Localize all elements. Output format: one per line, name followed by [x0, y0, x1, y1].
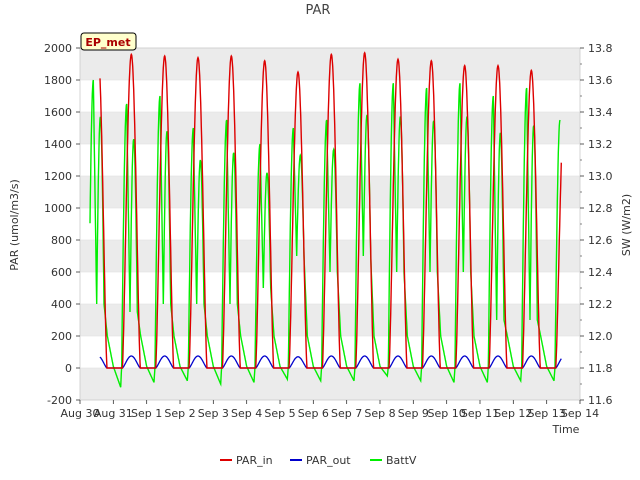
x-tick-label: Aug 30	[61, 407, 100, 420]
legend-label: BattV	[386, 454, 417, 467]
y-tick-label: 1200	[44, 170, 72, 183]
plot-background	[80, 48, 580, 400]
x-tick-label: Sep 9	[398, 407, 429, 420]
legend-item: PAR_out	[290, 454, 351, 467]
y2-tick-label: 12.2	[588, 298, 613, 311]
badge-box	[80, 32, 137, 51]
grid-band	[80, 112, 580, 144]
y-tick-label: -200	[47, 394, 72, 407]
y-tick-label: 800	[51, 234, 72, 247]
x-tick-label: Sep 7	[331, 407, 362, 420]
y-tick-label: 600	[51, 266, 72, 279]
y2-tick-label: 12.4	[588, 266, 613, 279]
y2-tick-label: 13.8	[588, 42, 613, 55]
badge: EP_met	[80, 32, 137, 51]
badge-label: EP_met	[85, 36, 130, 49]
legend-label: PAR_out	[306, 454, 351, 467]
y2-tick-label: 12.6	[588, 234, 613, 247]
y2-tick-label: 13.2	[588, 138, 613, 151]
y2-tick-label: 13.4	[588, 106, 613, 119]
y-tick-label: 1800	[44, 74, 72, 87]
x-tick-label: Sep 12	[494, 407, 532, 420]
series-clip-group	[89, 51, 562, 388]
series-layer	[89, 51, 562, 388]
legend: PAR_in PAR_out BattV	[220, 454, 417, 467]
y2-tick-label: 13.0	[588, 170, 613, 183]
x-tick-label: Sep 14	[561, 407, 599, 420]
x-tick-label: Sep 5	[264, 407, 295, 420]
legend-item: PAR_in	[220, 454, 273, 467]
y2-tick-label: 11.8	[588, 362, 613, 375]
x-tick-label: Sep 3	[198, 407, 229, 420]
y2-axis-title: SW (W/m2)	[620, 194, 633, 256]
y-tick-label: 1000	[44, 202, 72, 215]
grid-band	[80, 176, 580, 208]
series-par-in	[99, 51, 562, 369]
y2-tick-label: 11.6	[588, 394, 613, 407]
grid-bands	[80, 47, 580, 401]
x-tick-label: Sep 4	[231, 407, 262, 420]
x-tick-label: Sep 2	[164, 407, 195, 420]
x-axis-title: Time	[552, 423, 580, 436]
x-tick-label: Sep 13	[528, 407, 566, 420]
left-axis: -200 0 200 400 600 800 1000 1200 1400 1600 1800 200…	[44, 42, 80, 407]
x-tick-label: Sep 1	[131, 407, 162, 420]
y-tick-label: 2000	[44, 42, 72, 55]
y2-tick-label: 12.0	[588, 330, 613, 343]
y2-tick-label: 13.6	[588, 74, 613, 87]
y-tick-label: 0	[65, 362, 72, 375]
right-axis: 11.6 11.8 12.0 12.2 12.4 12.6 12.8 13.0 13.2 13.4…	[580, 42, 613, 407]
x-tick-label: Sep 6	[298, 407, 329, 420]
legend-item: BattV	[370, 454, 417, 467]
x-tick-label: Sep 11	[461, 407, 499, 420]
y2-tick-label: 12.8	[588, 202, 613, 215]
y-tick-label: 200	[51, 330, 72, 343]
y-tick-label: 1400	[44, 138, 72, 151]
grid-band	[80, 368, 580, 400]
y-axis-title: PAR (umol/m3/s)	[8, 179, 21, 271]
x-tick-label: Sep 10	[428, 407, 466, 420]
x-tick-label: Aug 31	[94, 407, 133, 420]
legend-label: PAR_in	[236, 454, 273, 467]
y-tick-label: 400	[51, 298, 72, 311]
x-tick-label: Sep 8	[364, 407, 395, 420]
chart-title: PAR	[306, 3, 331, 18]
y-tick-label: 1600	[44, 106, 72, 119]
